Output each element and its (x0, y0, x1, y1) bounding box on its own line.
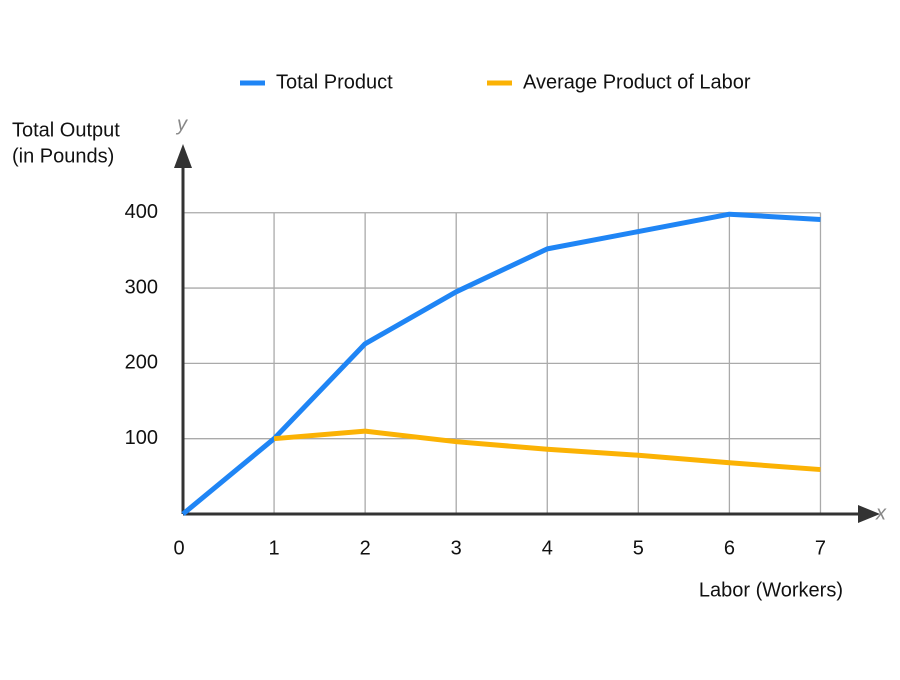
x-tick-label: 6 (724, 537, 735, 559)
x-axis-arrow (858, 505, 880, 523)
y-tick-label: 400 (125, 201, 158, 223)
x-tick-label: 1 (269, 537, 280, 559)
series-line (181, 211, 821, 516)
x-tick-label: 5 (633, 537, 644, 559)
y-axis-arrow (174, 144, 192, 168)
y-tick-label: 300 (125, 276, 158, 298)
x-tick-label: 0 (173, 537, 184, 559)
x-tick-label: 7 (815, 537, 826, 559)
legend-label: Average Product of Labor (523, 71, 751, 93)
x-tick-label: 3 (451, 537, 462, 559)
y-axis-label: (in Pounds) (12, 145, 114, 167)
y-axis-label: Total Output (12, 119, 120, 141)
legend-label: Total Product (276, 71, 393, 93)
series-line (273, 428, 821, 473)
y-tick-label: 200 (125, 352, 158, 374)
y-tick-label: 100 (125, 427, 158, 449)
y-axis-symbol: y (175, 113, 188, 135)
x-axis-symbol: x (875, 502, 887, 524)
x-tick-label: 4 (542, 537, 553, 559)
x-axis-label: Labor (Workers) (699, 579, 843, 601)
x-tick-label: 2 (360, 537, 371, 559)
